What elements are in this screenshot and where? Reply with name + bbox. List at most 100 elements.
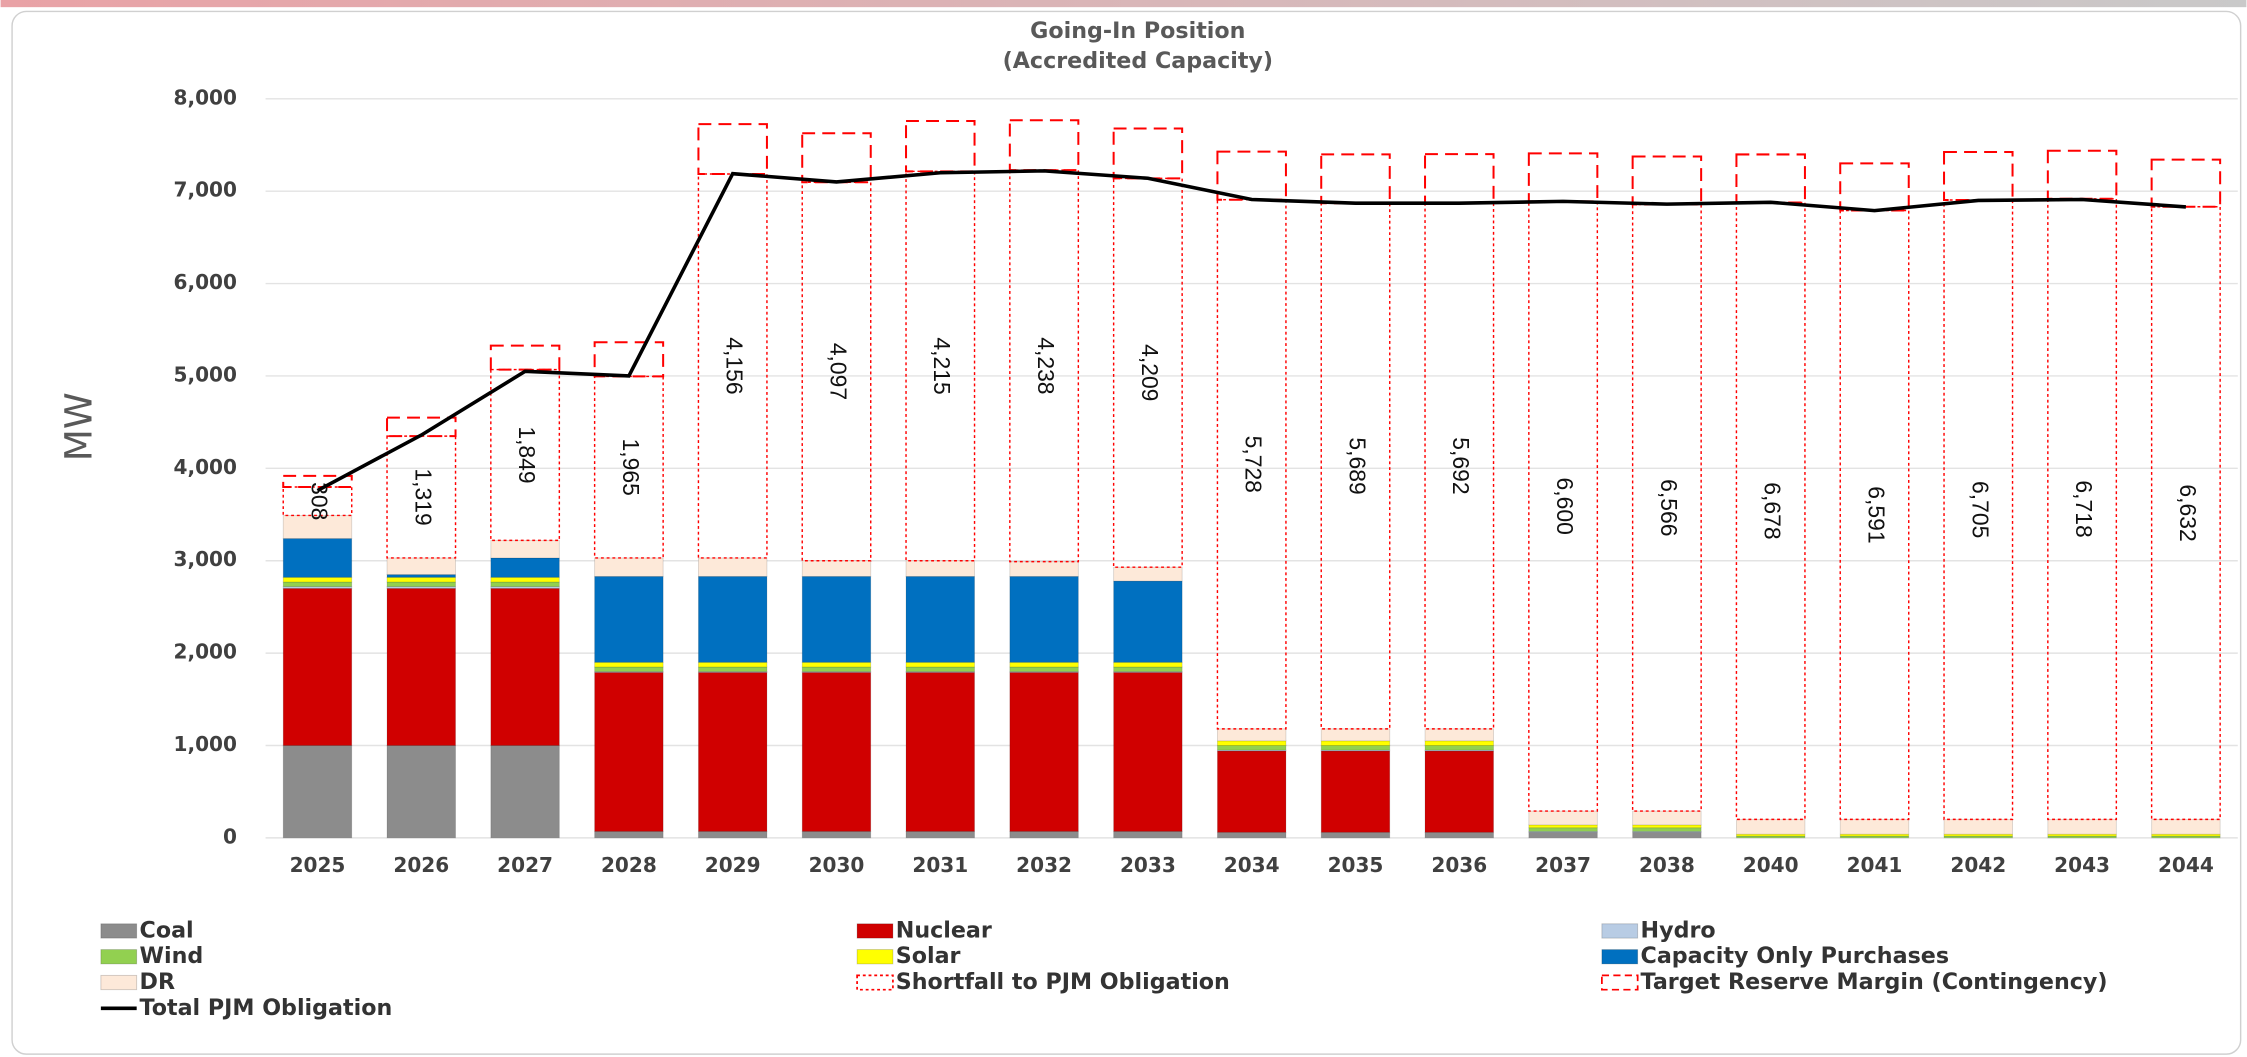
bar-segment [282,515,353,539]
y-tick-label: 8,000 [174,85,237,109]
x-tick-label: 2043 [2054,853,2110,877]
bar-segment [1736,818,1806,835]
bar-segment [1320,740,1391,746]
bar-segment [1113,672,1183,832]
y-tick-label: 0 [223,824,237,848]
legend-swatch [1601,923,1639,939]
bar-segment [1839,835,1910,839]
bar-segment [801,576,872,663]
data-label: 6,600 [1552,478,1578,535]
bar-segment [1217,831,1287,839]
bar-segment [698,830,768,839]
bar-segment [594,672,664,832]
bar-segment [1113,830,1183,839]
bar-segment [490,581,560,588]
x-tick-label: 2032 [1016,853,1072,877]
bar-segment [1528,810,1598,826]
data-label: 4,215 [929,337,955,394]
bar-segment [1528,827,1598,832]
data-label: 4,156 [722,337,748,394]
bar-segment [1424,831,1494,839]
bar-segment [1735,201,1806,821]
bar-segment [1839,209,1910,821]
legend-label: Hydro [1641,917,1716,943]
bar-segment [282,576,353,583]
bar-segment [490,588,560,746]
legend-label: Nuclear [896,917,992,943]
data-label: 6,591 [1863,486,1889,543]
x-tick-label: 2030 [809,853,865,877]
bar-segment [386,745,456,839]
bar-segment [282,486,353,517]
data-label: 1,319 [410,468,436,525]
bar-segment [1217,728,1287,742]
bar-segment [2151,818,2221,835]
chart-title: Going-In Position [1030,18,1245,44]
x-tick-label: 2026 [393,853,449,877]
bar-segment [594,666,664,673]
bar-segment [386,557,456,576]
legend-swatch [100,949,138,965]
bar-segment [905,672,975,832]
data-label: 5,692 [1448,437,1474,494]
bar-segment [594,661,664,668]
y-tick-label: 3,000 [174,547,237,571]
bar-segment [1943,199,2014,821]
bar-segment [386,435,457,559]
bar-segment [801,181,872,562]
legend-swatch [856,949,894,965]
bar-segment [1217,745,1287,751]
y-tick-label: 5,000 [174,362,237,386]
bar-segment [1632,827,1702,832]
legend-label: Shortfall to PJM Obligation [896,969,1230,995]
bar-segment [1424,740,1494,746]
chart-panel [11,10,2242,1055]
bar-segment [1320,728,1391,742]
bar-segment [282,745,353,839]
legend-label: Capacity Only Purchases [1641,943,1950,969]
bar-segment [282,538,353,578]
x-tick-label: 2044 [2158,853,2214,877]
bar-segment [1943,818,2013,835]
legend-swatch [1601,974,1639,991]
bar-segment [593,341,665,378]
bar-segment [801,672,872,832]
legend-swatch [100,923,138,939]
bar-segment [801,661,872,668]
bar-segment [1632,831,1702,839]
legend-swatch [856,974,894,991]
bar-segment [386,588,456,746]
bar-segment [698,557,768,577]
bar-segment [1009,666,1079,673]
bar-segment [1009,672,1079,832]
legend-label: Solar [896,943,961,969]
x-tick-label: 2025 [290,853,346,877]
x-tick-label: 2029 [705,853,761,877]
bar-segment [905,830,975,839]
y-tick-label: 1,000 [174,732,237,756]
bar-segment [490,745,560,839]
bar-segment [2150,206,2221,821]
line [316,169,2187,493]
bar-segment [282,588,353,746]
bar-segment [801,666,872,673]
bar-segment [698,672,768,832]
data-label: 6,566 [1656,479,1682,536]
bar-segment [1424,750,1494,833]
bar-segment [801,830,872,839]
bar-segment [1113,580,1183,663]
bar-segment [698,666,768,673]
data-label: 6,705 [1967,481,1993,538]
x-tick-label: 2038 [1639,853,1695,877]
x-tick-label: 2035 [1328,853,1384,877]
x-tick-label: 2028 [601,853,657,877]
bar-segment [1009,830,1079,839]
bar-segment [1839,818,1910,835]
bar-segment [1320,745,1391,751]
bar-segment [1424,728,1494,742]
legend-label: Wind [140,943,204,969]
bar-segment [1009,169,1080,563]
bar-segment [593,375,664,559]
